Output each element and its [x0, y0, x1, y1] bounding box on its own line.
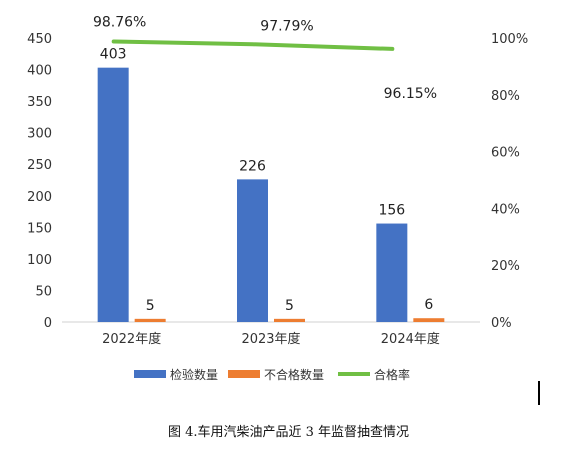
- bar-data-label: 5: [285, 298, 294, 314]
- line-rate: [111, 39, 395, 51]
- legend: 检验数量 不合格数量 合格率: [134, 367, 410, 382]
- y-left-axis: 0 50 100 150 200 250 300 350 400 450: [27, 32, 52, 331]
- line-data-label: 96.15%: [384, 86, 437, 102]
- y-left-tick-label: 150: [27, 221, 52, 236]
- line-data-label: 98.76%: [93, 15, 146, 31]
- bar-data-label: 156: [378, 203, 405, 219]
- legend-label: 检验数量: [170, 367, 218, 382]
- y-left-tick-label: 450: [27, 32, 52, 47]
- x-tick-label: 2022年度: [102, 331, 161, 347]
- x-tick-label: 2024年度: [381, 331, 440, 347]
- x-tick-label: 2023年度: [241, 331, 300, 347]
- y-right-tick-label: 80%: [491, 89, 520, 104]
- x-axis: 2022年度 2023年度 2024年度: [102, 331, 440, 347]
- bar: [274, 318, 305, 322]
- y-left-tick-label: 100: [27, 253, 52, 268]
- y-left-tick-label: 200: [27, 190, 52, 205]
- y-right-tick-label: 20%: [491, 259, 520, 274]
- y-right-axis: 0% 20% 40% 60% 80% 100%: [491, 32, 528, 331]
- y-left-tick-label: 350: [27, 95, 52, 110]
- bar: [97, 67, 129, 322]
- bar-data-label: 5: [146, 298, 155, 314]
- bar-data-label: 6: [424, 297, 433, 313]
- bar: [134, 318, 166, 322]
- chart-caption: 图 4.车用汽柴油产品近 3 年监督抽查情况: [167, 425, 410, 440]
- legend-label: 合格率: [374, 367, 410, 382]
- legend-swatch: [228, 370, 260, 378]
- text-cursor: [538, 381, 540, 405]
- y-left-tick-label: 250: [27, 158, 52, 173]
- y-left-tick-label: 50: [35, 284, 52, 299]
- legend-label: 不合格数量: [264, 367, 324, 382]
- y-right-tick-label: 100%: [491, 32, 528, 47]
- legend-swatch: [134, 370, 166, 378]
- bar-data-label: 226: [239, 158, 266, 174]
- bar-data-label: 403: [100, 47, 127, 63]
- y-right-tick-label: 60%: [491, 146, 520, 161]
- line-data-label: 97.79%: [260, 18, 313, 34]
- y-right-tick-label: 40%: [491, 202, 520, 217]
- y-left-tick-label: 300: [27, 127, 52, 142]
- bar: [237, 179, 268, 322]
- bar: [413, 318, 445, 322]
- y-left-tick-label: 0: [44, 316, 52, 331]
- bar: [376, 223, 408, 322]
- y-left-tick-label: 400: [27, 64, 52, 79]
- y-right-tick-label: 0%: [491, 316, 512, 331]
- bars: 403 226 156 5 5 6: [97, 47, 445, 322]
- line-series: 98.76% 97.79% 96.15%: [93, 15, 437, 102]
